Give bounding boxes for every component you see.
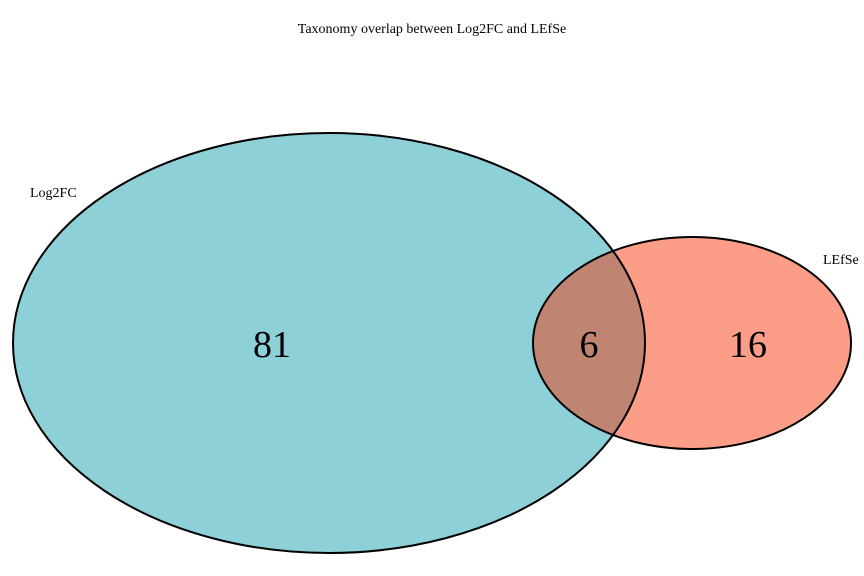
set-log2fc-region bbox=[13, 133, 645, 553]
set-label-log2fc: Log2FC bbox=[30, 186, 77, 201]
count-log2fc-only: 81 bbox=[253, 324, 291, 366]
count-lefse-only: 16 bbox=[729, 324, 767, 366]
set-log2fc-outline bbox=[12, 132, 646, 554]
intersection-region bbox=[533, 237, 645, 449]
set-label-lefse: LEfSe bbox=[823, 253, 859, 268]
diagram-title: Taxonomy overlap between Log2FC and LEfS… bbox=[298, 22, 566, 37]
count-intersection: 6 bbox=[580, 324, 599, 366]
set-lefse-outline bbox=[532, 236, 852, 450]
